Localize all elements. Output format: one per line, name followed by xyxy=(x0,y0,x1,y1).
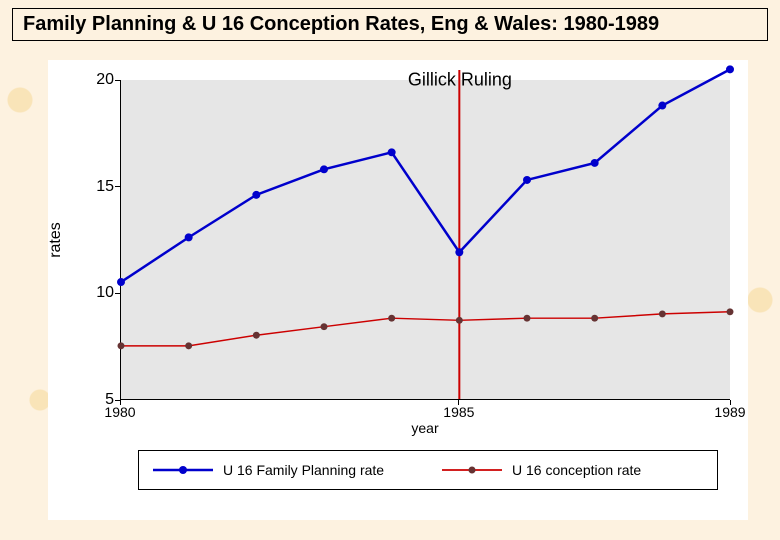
chart-svg xyxy=(121,80,730,399)
series-marker-0 xyxy=(185,233,193,241)
series-marker-1 xyxy=(591,315,598,322)
series-marker-0 xyxy=(455,248,463,256)
x-axis-label: year xyxy=(411,420,438,436)
x-tick-label: 1985 xyxy=(443,404,474,420)
series-marker-1 xyxy=(659,310,666,317)
x-tick-mark xyxy=(458,400,459,405)
y-tick-label: 15 xyxy=(74,178,114,196)
legend-item-fp: U 16 Family Planning rate xyxy=(139,462,428,478)
series-marker-0 xyxy=(388,148,396,156)
series-line-0 xyxy=(121,69,730,282)
series-marker-0 xyxy=(591,159,599,167)
series-marker-1 xyxy=(524,315,531,322)
chart-title: Family Planning & U 16 Conception Rates,… xyxy=(12,8,768,41)
series-marker-1 xyxy=(321,323,328,330)
legend-item-conc: U 16 conception rate xyxy=(428,462,717,478)
series-marker-0 xyxy=(523,176,531,184)
legend-swatch-fp xyxy=(153,463,213,477)
series-marker-1 xyxy=(388,315,395,322)
chart-panel: rates 5101520 198019851989 year Gillick … xyxy=(48,60,748,520)
x-tick-label: 1989 xyxy=(714,404,745,420)
legend-label-conc: U 16 conception rate xyxy=(512,462,641,478)
y-tick-label: 20 xyxy=(74,71,114,89)
series-marker-1 xyxy=(185,342,192,349)
series-marker-1 xyxy=(253,332,260,339)
series-marker-0 xyxy=(658,102,666,110)
x-tick-mark xyxy=(730,400,731,405)
series-marker-0 xyxy=(117,278,125,286)
x-tick-label: 1980 xyxy=(104,404,135,420)
series-marker-0 xyxy=(252,191,260,199)
series-marker-0 xyxy=(320,165,328,173)
y-tick-label: 10 xyxy=(74,284,114,302)
series-marker-1 xyxy=(118,342,125,349)
series-line-1 xyxy=(121,312,730,346)
series-marker-0 xyxy=(726,65,734,73)
plot-area: Gillick Ruling xyxy=(120,80,730,400)
legend-label-fp: U 16 Family Planning rate xyxy=(223,462,384,478)
series-marker-1 xyxy=(456,317,463,324)
legend: U 16 Family Planning rate U 16 conceptio… xyxy=(138,450,718,490)
annotation-gillick: Gillick Ruling xyxy=(408,70,512,91)
legend-swatch-conc xyxy=(442,463,502,477)
y-axis-label: rates xyxy=(47,222,65,258)
series-marker-1 xyxy=(727,308,734,315)
x-tick-mark xyxy=(120,400,121,405)
